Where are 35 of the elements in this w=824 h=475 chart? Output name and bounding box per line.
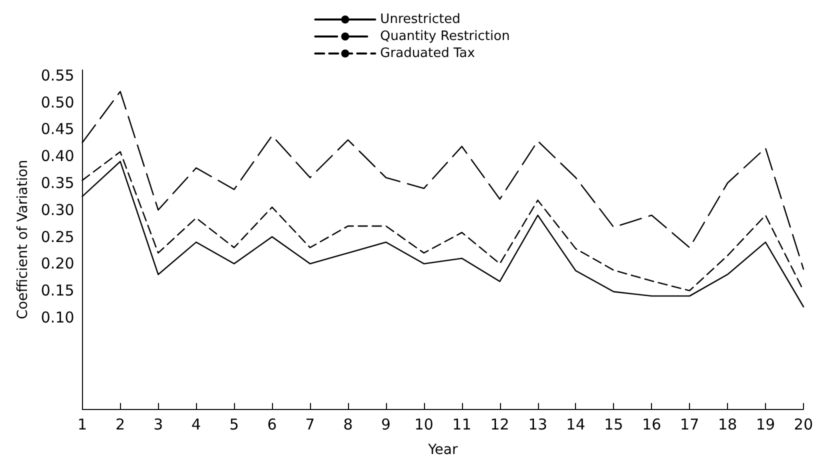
x-axis-title: Year <box>427 442 458 458</box>
x-tick-label: 13 <box>528 416 548 434</box>
x-tick-label: 12 <box>490 416 510 434</box>
legend-label: Quantity Restriction <box>380 29 510 44</box>
x-tick-label: 19 <box>756 416 776 434</box>
y-tick-label: 0.10 <box>40 308 74 327</box>
y-tick-label: 0.45 <box>40 120 74 138</box>
y-axis-title: Coefficient of Variation <box>15 160 31 320</box>
x-tick-label: 17 <box>680 416 700 434</box>
x-tick-label: 11 <box>452 416 472 434</box>
y-tick-label: 0.55 <box>40 66 74 84</box>
y-tick-label: 0.40 <box>40 147 74 166</box>
x-tick-label: 5 <box>229 416 239 434</box>
x-tick-label: 14 <box>566 416 586 434</box>
x-tick-label: 18 <box>718 416 738 434</box>
y-tick-label: 0.15 <box>40 282 74 300</box>
x-tick-label: 4 <box>191 416 201 434</box>
x-tick-label: 16 <box>642 416 662 434</box>
legend-label: Graduated Tax <box>380 46 476 61</box>
x-tick-label: 2 <box>115 416 126 434</box>
x-tick-label: 7 <box>305 416 315 434</box>
x-tick-label: 10 <box>414 416 434 434</box>
y-tick-label: 0.25 <box>40 228 74 246</box>
y-tick-label: 0.20 <box>40 254 74 273</box>
x-tick-label: 15 <box>604 416 624 434</box>
y-tick-label: 0.50 <box>40 93 74 112</box>
x-tick-label: 6 <box>267 416 277 434</box>
y-tick-label: 0.30 <box>40 200 74 219</box>
legend-label: Unrestricted <box>380 12 460 27</box>
x-tick-label: 9 <box>381 416 391 434</box>
x-tick-label: 3 <box>153 416 163 434</box>
x-tick-label: 20 <box>794 416 814 434</box>
x-tick-label: 1 <box>78 416 88 434</box>
y-tick-label: 0.35 <box>40 174 74 192</box>
x-tick-label: 8 <box>343 416 353 434</box>
